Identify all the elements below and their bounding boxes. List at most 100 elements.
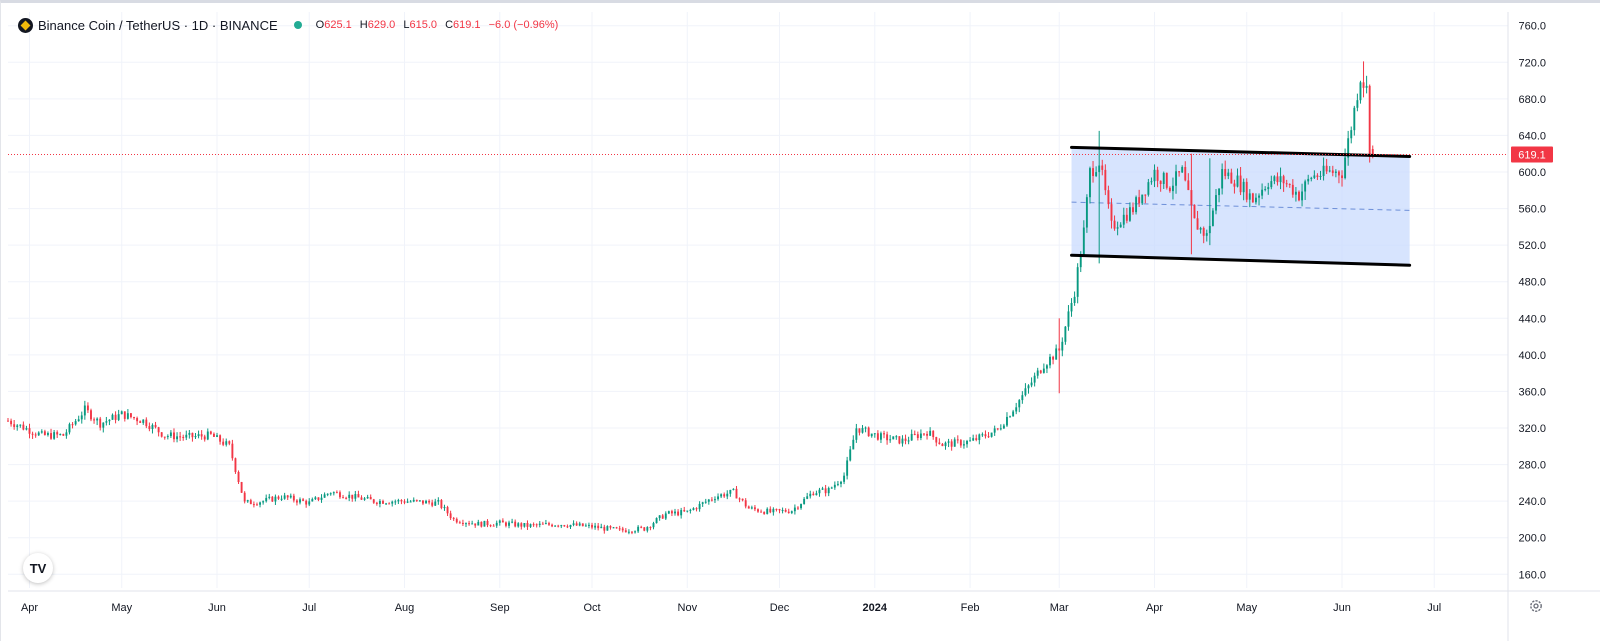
- candle-down: [1245, 181, 1248, 200]
- x-tick-label: May: [1236, 602, 1257, 614]
- candle-up: [892, 436, 895, 440]
- candle-up: [206, 431, 209, 440]
- candle-up: [652, 523, 655, 528]
- candle-down: [1362, 82, 1365, 88]
- candle-up: [1347, 138, 1350, 158]
- candle-down: [548, 523, 550, 525]
- candle-up: [538, 523, 541, 525]
- candle-up: [861, 428, 864, 433]
- candle-down: [769, 508, 772, 513]
- candle-up: [729, 489, 732, 494]
- candle-up: [815, 493, 818, 496]
- candle-down: [212, 433, 215, 437]
- close-label: C: [445, 19, 454, 31]
- candle-up: [394, 501, 397, 503]
- candle-up: [569, 524, 572, 528]
- candle-up: [412, 499, 415, 502]
- candle-down: [941, 443, 944, 447]
- candle-down: [114, 414, 117, 420]
- x-tick-label: Jul: [1427, 602, 1441, 614]
- candle-down: [775, 508, 778, 510]
- candle-up: [188, 432, 191, 435]
- candle-up: [437, 500, 440, 502]
- candle-down: [535, 524, 538, 526]
- candle-up: [793, 507, 796, 512]
- candle-up: [1350, 130, 1353, 139]
- candle-down: [984, 434, 987, 437]
- x-tick-label: 2024: [863, 602, 888, 614]
- candle-down: [203, 436, 206, 440]
- candle-down: [557, 525, 560, 527]
- candle-up: [434, 501, 437, 506]
- candle-up: [1261, 189, 1264, 196]
- symbol-title[interactable]: Binance Coin / TetherUS · 1D · BINANCE: [38, 17, 278, 33]
- candle-down: [950, 441, 953, 447]
- candle-up: [852, 439, 855, 450]
- candle-up: [637, 526, 640, 532]
- candle-down: [56, 432, 59, 435]
- candle-down: [123, 411, 126, 419]
- candle-up: [686, 510, 689, 512]
- candle-down: [422, 500, 424, 504]
- low-value: 615.0: [409, 19, 437, 31]
- candle-down: [501, 520, 504, 523]
- candle-up: [105, 421, 108, 423]
- ohlc-values: O625.1 H629.0 L615.0 C619.1 −6.0 (−0.96%…: [316, 19, 559, 31]
- candle-up: [1082, 227, 1085, 255]
- candle-up: [354, 494, 357, 499]
- candle-down: [191, 432, 194, 438]
- candle-down: [139, 421, 142, 423]
- candle-up: [471, 523, 474, 525]
- candle-down: [926, 433, 929, 436]
- candle-up: [584, 525, 587, 527]
- candle-down: [71, 424, 74, 426]
- candle-down: [243, 492, 246, 502]
- candle-up: [1085, 197, 1088, 228]
- y-tick-label: 560.0: [1518, 204, 1546, 216]
- candle-up: [443, 507, 446, 509]
- candle-down: [305, 500, 308, 505]
- candle-down: [1291, 184, 1294, 195]
- candle-up: [879, 433, 882, 440]
- candle-up: [1310, 177, 1313, 179]
- candle-down: [591, 524, 593, 528]
- candle-down: [987, 436, 990, 438]
- candle-down: [222, 441, 225, 445]
- candle-up: [750, 507, 753, 509]
- gear-icon[interactable]: [1529, 599, 1543, 613]
- candle-down: [1058, 348, 1061, 351]
- candle-down: [1282, 176, 1285, 184]
- candle-up: [830, 487, 833, 489]
- candle-down: [1325, 165, 1328, 172]
- candle-up: [627, 531, 630, 533]
- candle-up: [323, 494, 326, 498]
- candle-up: [578, 523, 581, 526]
- candle-up: [483, 520, 486, 527]
- candle-up: [1119, 224, 1122, 228]
- candle-down: [1337, 171, 1340, 176]
- candle-down: [959, 440, 962, 446]
- candle-down: [461, 522, 464, 524]
- candle-up: [465, 523, 467, 525]
- candle-up: [1215, 195, 1217, 211]
- y-tick-label: 320.0: [1518, 423, 1546, 435]
- candle-up: [1006, 416, 1008, 426]
- candle-down: [1168, 187, 1171, 192]
- candle-down: [1132, 207, 1134, 213]
- candle-up: [1128, 207, 1131, 221]
- candle-up: [990, 432, 993, 437]
- candle-up: [1322, 165, 1325, 176]
- candle-up: [308, 501, 311, 505]
- candle-down: [1101, 165, 1104, 170]
- candle-down: [938, 442, 941, 444]
- candle-down: [621, 528, 624, 531]
- candle-up: [1258, 195, 1260, 198]
- tradingview-logo-icon[interactable]: TV: [23, 553, 53, 583]
- candle-up: [1141, 194, 1144, 204]
- candle-up: [1018, 400, 1021, 408]
- candle-down: [824, 488, 827, 494]
- candle-down: [753, 507, 756, 510]
- candle-up: [68, 424, 71, 433]
